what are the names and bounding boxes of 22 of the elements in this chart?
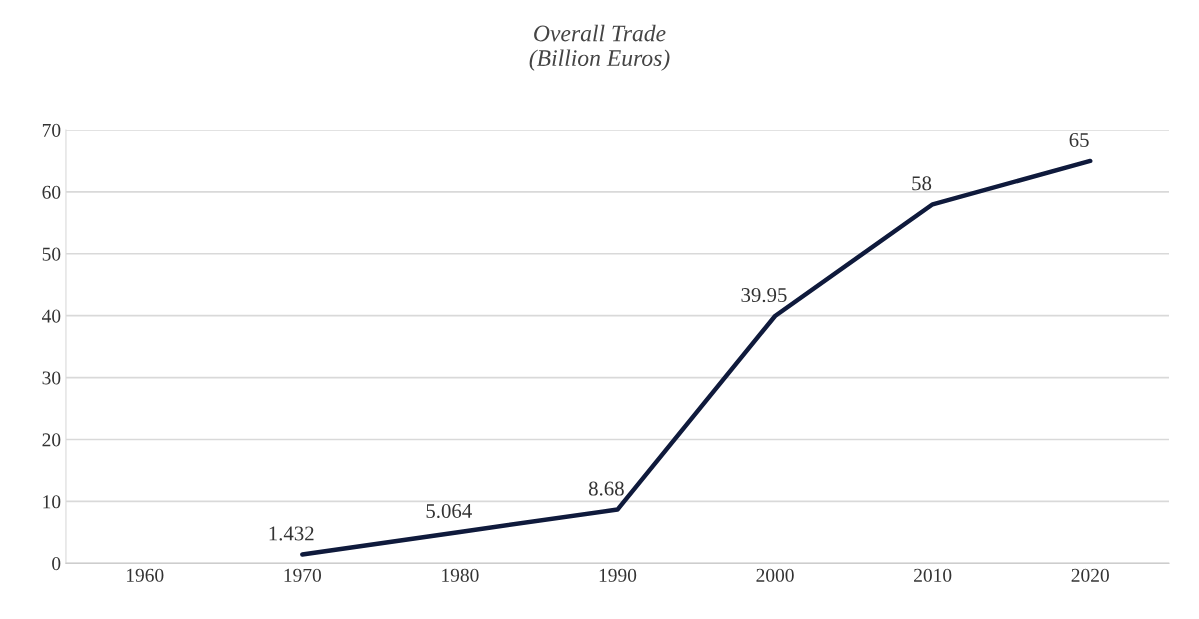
y-tick-label: 0 <box>52 557 61 571</box>
y-tick-label: 70 <box>42 123 61 137</box>
data-label: 39.95 <box>741 288 787 303</box>
x-tick-label: 1990 <box>599 568 637 582</box>
y-tick-label: 10 <box>43 495 61 509</box>
data-label: 1.432 <box>269 526 314 541</box>
x-tick-label: 1980 <box>442 568 479 582</box>
data-label: 5.064 <box>426 503 472 519</box>
y-tick-label: 40 <box>42 309 61 323</box>
y-tick-label: 20 <box>42 433 61 447</box>
chart-title: Overall Trade (Billion Euros) <box>529 24 670 71</box>
x-tick-label: 1970 <box>284 568 322 582</box>
data-label: 8.68 <box>588 481 624 496</box>
x-tick-label: 1960 <box>127 568 164 582</box>
x-tick-label: 2000 <box>756 568 794 582</box>
x-tick-label: 2010 <box>914 568 952 582</box>
y-tick-label: 50 <box>42 247 61 261</box>
data-label: 58 <box>912 176 932 191</box>
x-tick-label: 2020 <box>1071 568 1109 582</box>
y-tick-label: 60 <box>42 185 61 199</box>
data-label: 65 <box>1069 132 1089 147</box>
y-tick-label: 30 <box>42 371 61 385</box>
